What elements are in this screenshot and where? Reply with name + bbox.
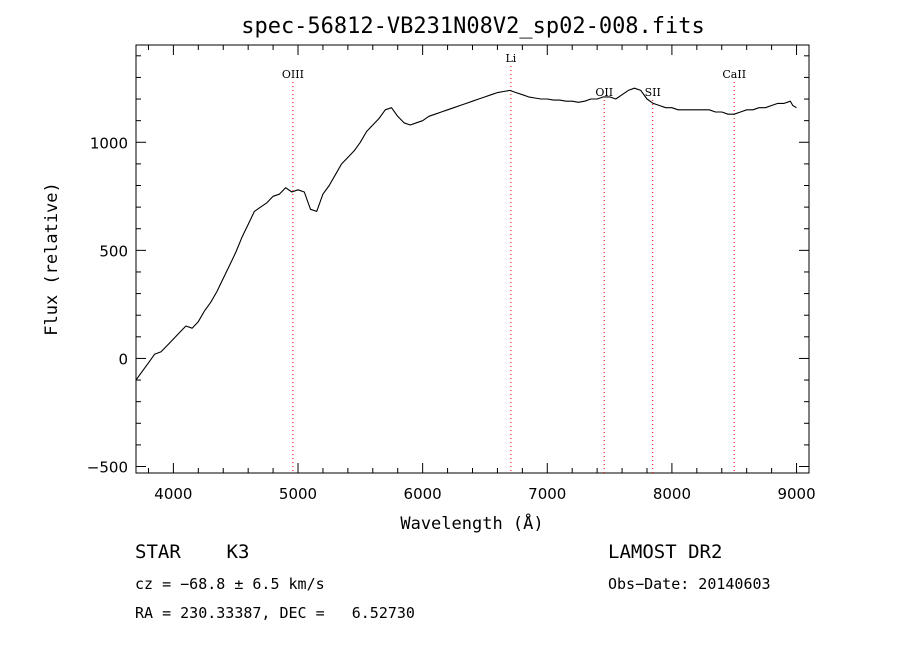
x-tick-label: 8000: [653, 485, 691, 503]
spectral-line-label: OIII: [282, 68, 304, 81]
spectral-line-markers: OIII Li OII SII CaII: [282, 52, 746, 473]
spectral-line-label: OII: [595, 86, 613, 99]
survey-name: LAMOST DR2: [608, 541, 723, 563]
flux-line: [135, 87, 797, 381]
coordinates: RA = 230.33387, DEC = 6.52730: [135, 604, 415, 622]
chart-title: spec-56812-VB231N08V2_sp02-008.fits: [241, 14, 705, 39]
x-axis: 4000 5000 6000 7000 8000 9000: [147, 45, 816, 503]
x-tick-label: 7000: [528, 485, 566, 503]
plot-frame: [135, 44, 810, 474]
obs-date: Obs−Date: 20140603: [608, 575, 771, 593]
y-tick-label: 1000: [90, 134, 128, 152]
spectral-line-label: Li: [505, 52, 516, 65]
y-axis: −500 0 500 1000: [87, 55, 809, 477]
spectral-line-label: CaII: [722, 68, 746, 81]
flux-series: [135, 87, 797, 381]
y-tick-label: −500: [87, 459, 128, 477]
x-axis-label: Wavelength (Å): [400, 512, 543, 534]
x-tick-label: 4000: [154, 485, 192, 503]
object-class: STAR K3: [135, 541, 250, 563]
x-tick-label: 6000: [404, 485, 442, 503]
spectral-line-label: SII: [645, 86, 661, 99]
x-tick-label: 9000: [777, 485, 815, 503]
redshift-cz: cz = −68.8 ± 6.5 km/s: [135, 575, 325, 593]
y-tick-label: 0: [118, 350, 128, 368]
y-tick-label: 500: [99, 242, 128, 260]
y-axis-label: Flux (relative): [42, 182, 62, 336]
x-tick-label: 5000: [279, 485, 317, 503]
plot-border: [135, 44, 810, 474]
